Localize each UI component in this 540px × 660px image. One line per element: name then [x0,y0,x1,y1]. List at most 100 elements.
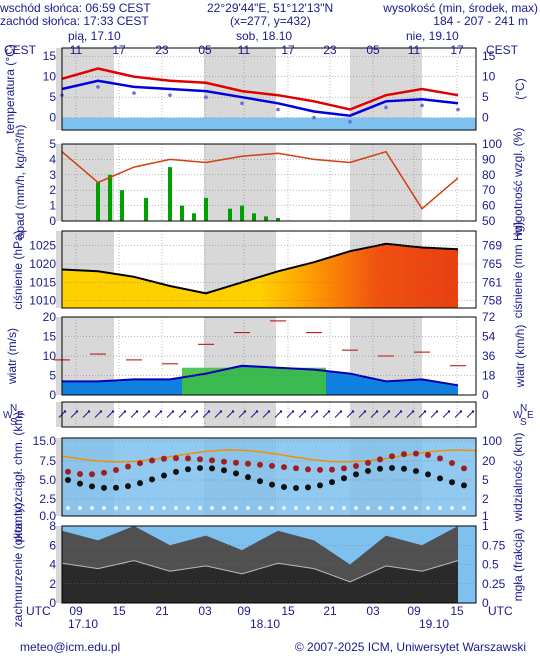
wind-dir-arrow [334,411,342,418]
y-tick-left: 15 [43,49,57,63]
panel-frame [61,437,477,517]
wind-dir-head [447,410,451,413]
rain-bar [252,213,256,221]
cloud-top-point [401,451,407,458]
wind-dir-head [267,410,271,413]
y-tick-right: 70 [482,183,496,197]
humidity-line [61,150,459,210]
wind-dir-arrow [358,411,366,418]
cloud-base-point [65,476,71,483]
coordinates-text: 22°29'44"E, 51°12'13"N [207,1,334,15]
wind-dir-head [195,410,199,413]
tz-label-left: CEST [4,43,37,57]
wind-dir-head [279,410,283,413]
cloud-top-point [209,457,215,464]
wind-ylabel: wiatr (m/s) [5,328,19,385]
wind-dir-arrow [322,411,330,418]
wind-dir-head [243,410,247,413]
cloud-top-point [65,468,71,475]
wind-dir-head [339,410,343,413]
low-point [102,506,106,510]
wind-dir-arrow [418,411,426,418]
sunrise-text: wschód słońca: 06:59 CEST [0,1,151,15]
low-point [282,506,286,510]
temperature-ylabel: temperatura (°C) [3,44,17,134]
cloud-base-point [125,483,131,490]
y-tick-left: 2 [49,183,56,197]
wind-dir-arrow [106,411,114,418]
cloud-base-point [377,465,383,472]
compass-n-right: N [520,403,527,414]
low-point [162,506,166,510]
panel-frame [61,143,477,222]
panel-frame [61,316,477,396]
wind-dir-arrow [142,411,150,418]
cloud-base-point [413,468,419,475]
low-point [318,506,322,510]
rain-bar [204,197,208,221]
cloud-base-point [305,484,311,491]
rain-bar [180,205,184,221]
y-tick-right: 5 [482,473,489,487]
y-tick-left: 8 [49,519,56,533]
day-bottom-label: 17.10 [68,617,98,631]
cloud-top-point [317,466,323,473]
low-point [270,506,274,510]
y-tick-left: 0 [49,596,56,610]
wind-dir-arrow [190,411,198,418]
temperature-line [61,67,459,111]
cloud-top-point [461,465,467,472]
wind-dir-arrow [298,411,306,418]
y-tick-left: 2 [49,577,56,591]
low-point [78,506,82,510]
footer-email[interactable]: meteo@icm.edu.pl [20,640,121,654]
low-point [426,506,430,510]
wind-dir-head [63,410,67,413]
chill-point [240,101,244,106]
wind-dir-head [435,410,439,413]
cloud-base-point [437,475,443,482]
cloud-top-point [89,471,95,478]
y-tick-right: 90 [482,152,496,166]
low-point [330,506,334,510]
cloud-top-point [197,456,203,463]
y-tick-right: 1 [482,519,489,533]
compass-s-right: S [520,417,527,428]
chill-point [348,120,352,124]
wind-dir-arrow [442,411,450,418]
temperature-ylabel-right: (°C) [513,78,527,99]
day-top-label: nie, 19.10 [406,29,459,43]
y-tick-left: 4 [49,152,56,166]
cloud-top-point [221,458,227,465]
chill-point [132,91,136,95]
visibility-bg [62,438,476,516]
cloud-base-point [281,483,287,490]
chill-point [456,107,460,112]
compass-e-right: E [527,410,534,421]
pressure-ylabel-right: ciśnienie (mm Hg) [511,222,525,319]
cloud-base-point [269,481,275,488]
footer-copyright: © 2007-2025 ICM, Uniwersytet Warszawski [294,640,526,654]
wind-dir-arrow [226,411,234,418]
cloud-top-point [245,460,251,467]
compass-e-left: E [17,410,24,421]
chill-point [420,103,424,108]
freeze-band [62,117,476,130]
cloud-top-point [329,466,335,473]
cloud-top-point [149,457,155,464]
wind-dir-head [387,410,391,413]
cloud-base-point [341,475,347,482]
wind-dir-arrow [310,411,318,418]
cloud-top-point [185,455,191,462]
y-tick-right: 5 [482,90,489,104]
cloud-base-point [233,470,239,477]
wind-dir-arrow [250,411,258,418]
cloud-top-point [137,460,143,467]
low-point [378,506,382,510]
day-bottom-label: 19.10 [419,617,449,631]
cloud-top-point [377,456,383,463]
wind-dir-arrow [382,411,390,418]
y-tick-right: 761 [482,275,502,289]
hour-top-label: 05 [198,43,212,57]
y-tick-right: 0.25 [482,577,506,591]
